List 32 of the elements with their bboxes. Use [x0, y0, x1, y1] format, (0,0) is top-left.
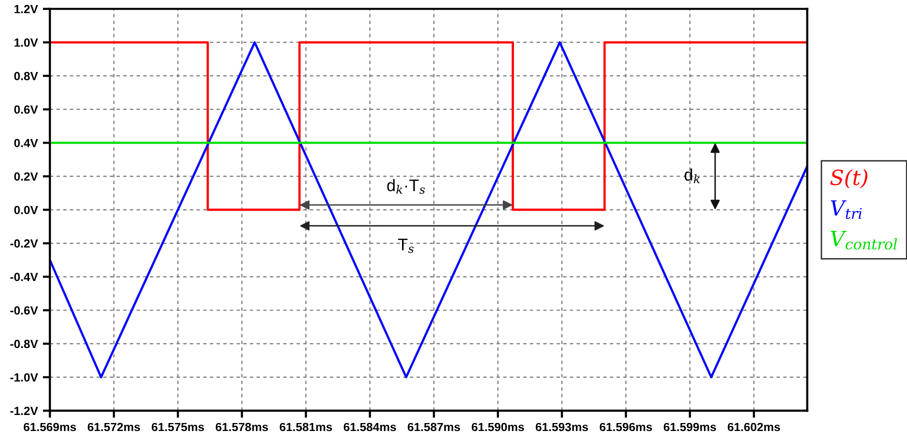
- annotation: d$_{k}$: [684, 168, 700, 184]
- y-tick-label: -0.6V: [10, 306, 38, 315]
- y-tick-label: -1.0V: [10, 373, 38, 382]
- y-tick-label: -0.8V: [10, 340, 38, 348]
- x-tick-label: 61.596ms: [600, 422, 652, 432]
- y-tick-label: 0.0V: [14, 206, 38, 214]
- x-tick-label: 61.569ms: [24, 422, 76, 432]
- text: S(t): [830, 169, 868, 188]
- series-label: V$_{tri}$: [830, 200, 862, 219]
- x-tick-label: 61.578ms: [216, 422, 268, 432]
- annotation: T$_{s}$: [398, 238, 414, 253]
- y-tick-label: 0.4V: [14, 138, 38, 148]
- y-tick-label: -0.2V: [10, 239, 38, 248]
- x-tick-label: 61.593ms: [536, 422, 588, 432]
- x-tick-label: 61.581ms: [280, 422, 332, 432]
- y-tick-label: 0.8V: [14, 72, 38, 80]
- x-tick-label: 61.575ms: [152, 422, 204, 432]
- y-tick-label: 1.2V: [14, 4, 38, 14]
- y-tick-label: -1.2V: [10, 406, 38, 415]
- x-tick-label: 61.599ms: [664, 422, 716, 432]
- x-tick-label: 61.587ms: [408, 422, 460, 432]
- x-tick-label: 61.590ms: [472, 422, 524, 432]
- y-tick-label: 0.6V: [14, 105, 38, 114]
- text: V$_{control}$: [830, 230, 898, 250]
- x-tick-label: 61.584ms: [344, 422, 396, 432]
- y-tick-label: 1.0V: [14, 38, 38, 47]
- x-tick-label: 61.572ms: [88, 422, 140, 432]
- line-series: [50, 41, 808, 378]
- x-tick-label: 61.602ms: [728, 422, 780, 432]
- y-tick-label: -0.4V: [10, 272, 38, 282]
- y-tick-label: 0.2V: [14, 172, 38, 181]
- annotation: d$_{k}$·T$_{s}$: [387, 179, 425, 194]
